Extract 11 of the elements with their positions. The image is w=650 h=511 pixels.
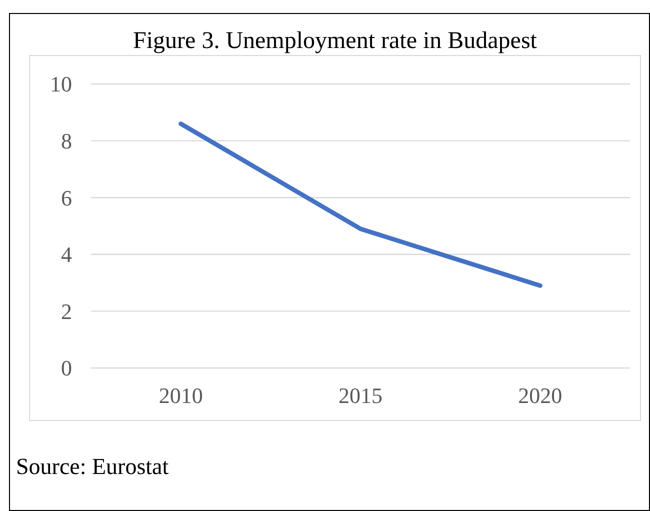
y-tick-label: 2 xyxy=(61,298,72,324)
y-tick-label: 10 xyxy=(50,72,72,97)
chart-title: Figure 3. Unemployment rate in Budapest xyxy=(133,28,538,54)
y-tick-label: 4 xyxy=(61,242,72,268)
y-tick-label: 8 xyxy=(61,128,72,154)
x-tick-label: 2015 xyxy=(338,383,382,408)
y-tick-label: 0 xyxy=(61,356,72,381)
x-tick-label: 2010 xyxy=(158,383,203,408)
source-note: Source: Eurostat xyxy=(16,454,170,479)
y-tick-label: 6 xyxy=(61,185,72,210)
x-tick-label: 2020 xyxy=(518,383,562,408)
